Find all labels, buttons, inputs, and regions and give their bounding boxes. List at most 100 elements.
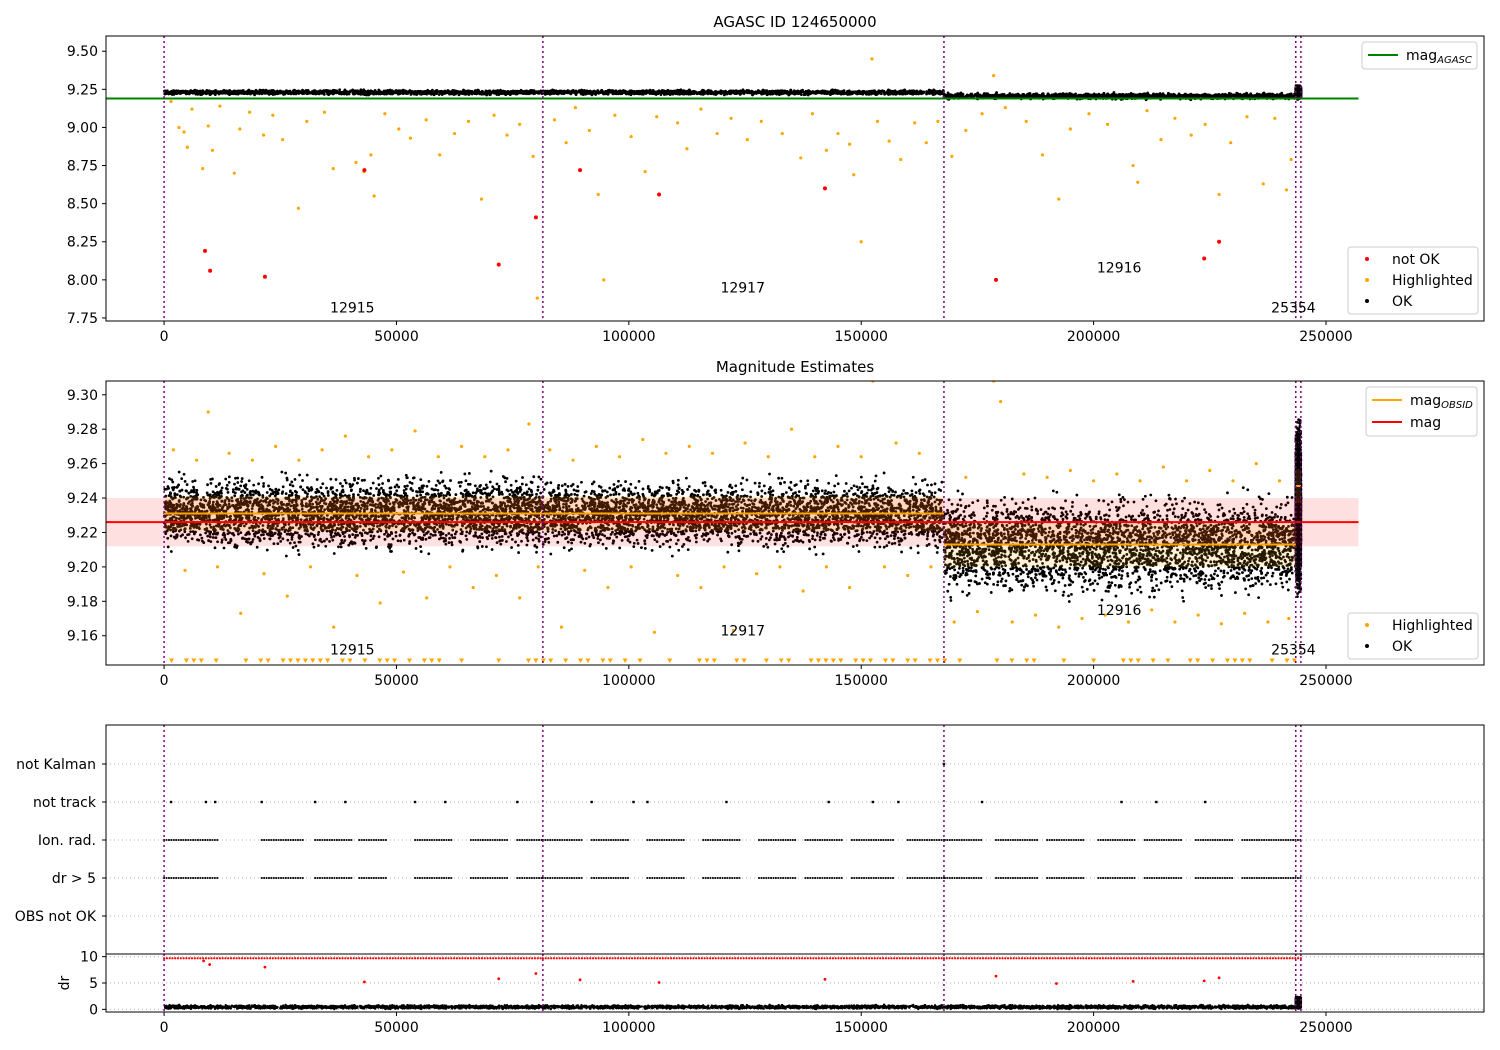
ok-point bbox=[1065, 94, 1069, 98]
ok-point bbox=[415, 91, 419, 95]
ok-point bbox=[1205, 95, 1209, 99]
ok-point bbox=[1169, 93, 1173, 96]
ok-point bbox=[446, 89, 450, 93]
highlighted-point bbox=[1261, 182, 1265, 186]
ok-point bbox=[515, 90, 518, 94]
ok-point bbox=[689, 91, 693, 95]
ok-point bbox=[884, 91, 888, 95]
highlighted-point bbox=[852, 173, 856, 177]
ok-point bbox=[626, 91, 629, 95]
ok-point bbox=[312, 92, 315, 95]
ok-point bbox=[812, 91, 815, 95]
highlighted-point bbox=[185, 145, 189, 149]
ok-point bbox=[209, 90, 213, 93]
ok-point bbox=[1129, 94, 1133, 98]
ok-point bbox=[468, 90, 472, 94]
highlighted-point bbox=[1189, 133, 1193, 137]
highlighted-point bbox=[232, 171, 236, 175]
ok-point bbox=[429, 92, 433, 96]
ok-point bbox=[751, 93, 754, 97]
highlighted-point bbox=[1284, 188, 1289, 192]
ok-point bbox=[635, 89, 639, 93]
ok-point bbox=[195, 89, 199, 93]
highlighted-point bbox=[699, 107, 703, 111]
highlighted-point bbox=[587, 128, 591, 133]
ok-point bbox=[761, 90, 765, 93]
ok-point bbox=[1000, 94, 1004, 98]
ok-point bbox=[741, 91, 745, 95]
ok-point bbox=[760, 92, 763, 96]
ok-point bbox=[589, 91, 593, 95]
ok-point bbox=[406, 90, 410, 94]
ok-point bbox=[772, 89, 776, 93]
ok-point bbox=[598, 91, 602, 94]
ok-point bbox=[466, 89, 470, 93]
ok-point bbox=[1165, 94, 1169, 98]
ok-point bbox=[391, 91, 395, 94]
highlighted-point bbox=[875, 119, 880, 123]
ok-point bbox=[413, 92, 417, 96]
ok-point bbox=[275, 91, 279, 95]
ok-point bbox=[386, 91, 390, 95]
ok-point bbox=[164, 89, 168, 93]
highlighted-point bbox=[1068, 127, 1072, 131]
ok-point bbox=[749, 90, 753, 94]
highlighted-point bbox=[466, 119, 471, 123]
ok-point bbox=[722, 93, 726, 97]
highlighted-point bbox=[715, 131, 719, 136]
ok-point bbox=[639, 90, 642, 94]
ok-point bbox=[934, 90, 938, 94]
ok-point bbox=[1146, 91, 1150, 95]
highlighted-point bbox=[397, 127, 401, 131]
ok-point bbox=[438, 90, 442, 93]
ok-point bbox=[1217, 93, 1221, 97]
ok-point bbox=[373, 90, 377, 94]
ok-point bbox=[1060, 95, 1063, 98]
ok-point bbox=[664, 89, 668, 93]
highlighted-point bbox=[479, 197, 484, 201]
ok-point bbox=[231, 91, 234, 94]
highlighted-point bbox=[1245, 115, 1249, 119]
ok-point bbox=[173, 91, 177, 95]
ok-point bbox=[356, 91, 360, 95]
ok-point bbox=[476, 91, 480, 95]
ok-point bbox=[1082, 94, 1086, 98]
ok-point bbox=[359, 92, 363, 96]
ok-point bbox=[317, 90, 321, 94]
highlighted-point bbox=[531, 154, 535, 159]
ok-point bbox=[255, 90, 259, 94]
ok-point bbox=[805, 90, 808, 94]
ok-point bbox=[1011, 94, 1015, 98]
ok-point bbox=[624, 89, 627, 93]
ok-point bbox=[571, 90, 575, 94]
ok-point bbox=[1027, 95, 1030, 98]
ok-point bbox=[227, 90, 231, 93]
ok-point bbox=[421, 90, 425, 94]
ok-point bbox=[613, 92, 617, 96]
highlighted-point bbox=[602, 278, 606, 282]
ok-point bbox=[200, 90, 204, 94]
ok-point bbox=[523, 90, 527, 94]
ok-point bbox=[1150, 94, 1154, 98]
ok-point bbox=[1247, 94, 1251, 97]
ok-point bbox=[525, 89, 529, 93]
highlighted-point bbox=[936, 119, 940, 123]
ok-point bbox=[1021, 92, 1025, 96]
ok-point bbox=[455, 89, 459, 93]
ok-point bbox=[865, 92, 869, 96]
ok-point bbox=[876, 90, 880, 94]
ok-point bbox=[843, 92, 846, 95]
ok-point bbox=[1006, 95, 1009, 98]
ok-point bbox=[958, 94, 962, 97]
ok-point bbox=[871, 89, 874, 93]
highlighted-point bbox=[177, 125, 181, 130]
ok-point bbox=[939, 92, 943, 95]
highlighted-point bbox=[643, 170, 647, 174]
ok-point bbox=[298, 90, 302, 94]
ok-point bbox=[1234, 94, 1237, 98]
ok-point bbox=[976, 93, 980, 97]
ok-point bbox=[169, 92, 173, 96]
ok-point bbox=[732, 90, 735, 94]
ok-point bbox=[1139, 95, 1143, 98]
